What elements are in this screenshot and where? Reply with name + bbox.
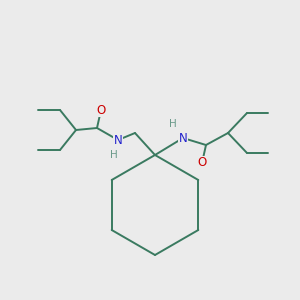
- Text: H: H: [169, 119, 177, 129]
- Text: H: H: [110, 150, 118, 160]
- Text: N: N: [178, 131, 188, 145]
- Text: O: O: [96, 103, 106, 116]
- Text: O: O: [197, 157, 207, 169]
- Text: N: N: [114, 134, 122, 146]
